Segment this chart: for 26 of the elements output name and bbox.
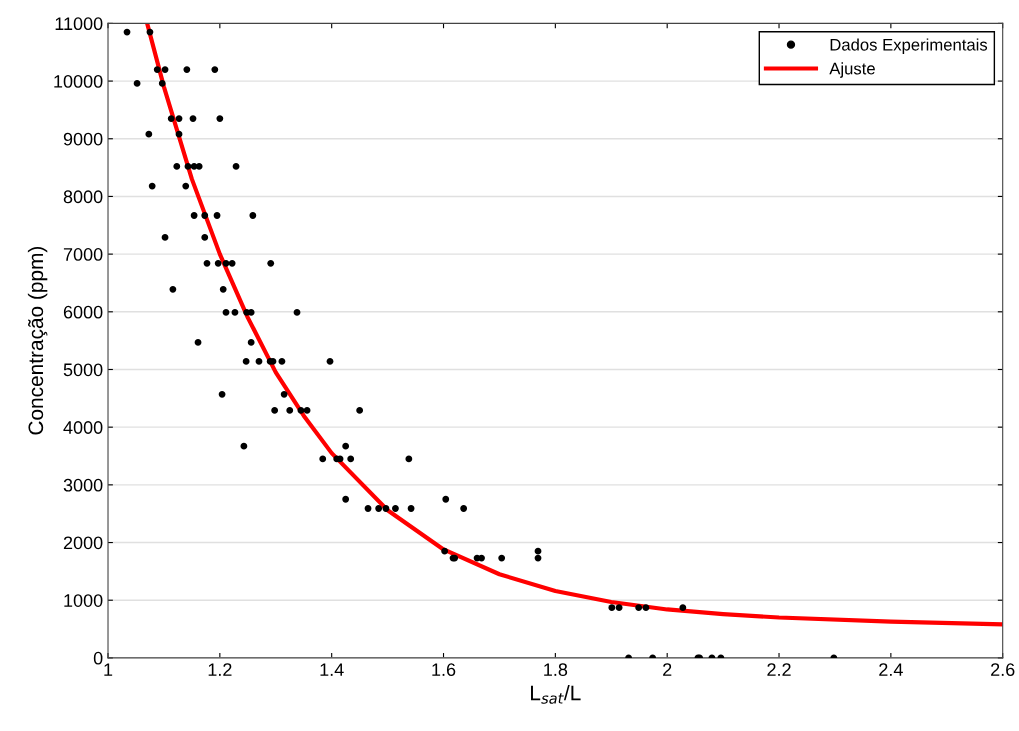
y-tick-label: 1000 <box>64 594 103 607</box>
y-tick-label: 2000 <box>63 536 103 550</box>
x-tick-label: 1.8 <box>544 663 568 677</box>
x-tick-label: 2.6 <box>991 663 1015 677</box>
x-tick-label: 2 <box>663 663 672 676</box>
x-tick-label: 1.4 <box>320 663 344 676</box>
y-tick-label: 7000 <box>63 248 103 261</box>
y-axis-title: Concentração (ppm) <box>27 246 48 435</box>
x-axis-title: L$_{sat}$/L <box>531 685 581 704</box>
x-tick-label: 1.6 <box>432 663 456 677</box>
y-tick-label: 9000 <box>63 132 103 146</box>
y-tick-label: 4000 <box>63 421 103 434</box>
y-tick-label: 5000 <box>63 363 103 377</box>
x-tick-label: 2.2 <box>767 663 791 676</box>
y-tick-label: 10000 <box>54 75 103 88</box>
x-tick-label: 1.2 <box>208 663 232 676</box>
y-tick-label: 0 <box>93 651 103 665</box>
y-tick-label: 11000 <box>55 17 103 31</box>
y-tick-label: 8000 <box>63 190 103 204</box>
legend-label: Ajuste <box>829 62 875 78</box>
line-series <box>145 23 1003 627</box>
y-tick-label: 3000 <box>63 478 103 492</box>
y-tick-label: 6000 <box>63 305 103 319</box>
x-tick-label: 1 <box>104 663 113 676</box>
legend-label: Dados Experimentais <box>830 38 988 54</box>
x-tick-label: 2.4 <box>879 663 903 676</box>
